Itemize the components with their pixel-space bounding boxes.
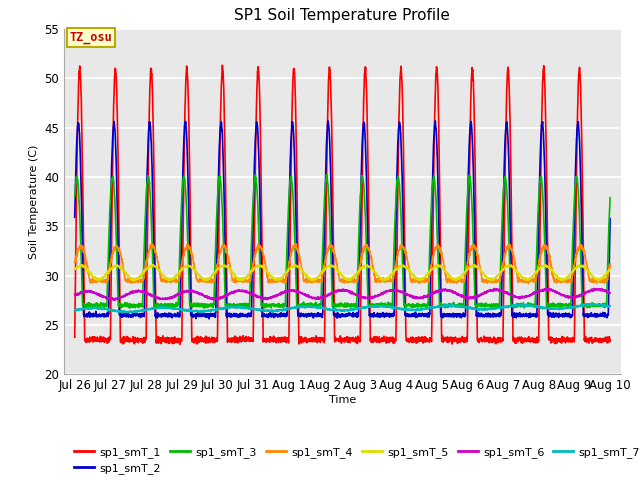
sp1_smT_7 bbox=[588, 300, 596, 306]
sp1_smT_7 bbox=[538, 306, 546, 312]
sp1_smT_2 bbox=[164, 312, 172, 318]
sp1_smT_6 bbox=[596, 286, 604, 292]
sp1_smT_7 bbox=[71, 307, 79, 313]
sp1_smT_1 bbox=[596, 335, 604, 341]
Line: sp1_smT_7: sp1_smT_7 bbox=[75, 303, 610, 312]
sp1_smT_1 bbox=[71, 335, 79, 340]
sp1_smT_1 bbox=[606, 337, 614, 343]
Line: sp1_smT_4: sp1_smT_4 bbox=[75, 244, 610, 284]
sp1_smT_7 bbox=[596, 302, 604, 308]
sp1_smT_3 bbox=[300, 302, 307, 308]
sp1_smT_4 bbox=[292, 241, 300, 247]
sp1_smT_5 bbox=[164, 275, 172, 281]
sp1_smT_3 bbox=[606, 195, 614, 201]
Line: sp1_smT_5: sp1_smT_5 bbox=[75, 264, 610, 281]
Line: sp1_smT_1: sp1_smT_1 bbox=[75, 65, 610, 344]
sp1_smT_2 bbox=[276, 311, 284, 316]
sp1_smT_6 bbox=[276, 290, 284, 296]
sp1_smT_5 bbox=[538, 264, 546, 269]
sp1_smT_6 bbox=[71, 291, 79, 297]
sp1_smT_4 bbox=[71, 260, 79, 265]
sp1_smT_6 bbox=[490, 286, 498, 291]
sp1_smT_4 bbox=[164, 276, 172, 282]
sp1_smT_1 bbox=[300, 336, 307, 341]
Line: sp1_smT_6: sp1_smT_6 bbox=[75, 288, 610, 300]
sp1_smT_7 bbox=[276, 307, 284, 312]
sp1_smT_2 bbox=[132, 312, 140, 318]
Y-axis label: Soil Temperature (C): Soil Temperature (C) bbox=[29, 144, 38, 259]
Title: SP1 Soil Temperature Profile: SP1 Soil Temperature Profile bbox=[234, 9, 451, 24]
sp1_smT_3 bbox=[596, 303, 604, 309]
sp1_smT_5 bbox=[300, 270, 307, 276]
sp1_smT_6 bbox=[300, 291, 307, 297]
Line: sp1_smT_3: sp1_smT_3 bbox=[75, 175, 610, 308]
sp1_smT_6 bbox=[538, 288, 546, 294]
sp1_smT_3 bbox=[164, 301, 172, 307]
sp1_smT_2 bbox=[71, 215, 79, 220]
sp1_smT_5 bbox=[596, 277, 604, 283]
sp1_smT_4 bbox=[606, 261, 614, 266]
sp1_smT_2 bbox=[205, 316, 212, 322]
sp1_smT_2 bbox=[300, 311, 307, 317]
sp1_smT_6 bbox=[606, 290, 614, 296]
sp1_smT_6 bbox=[164, 295, 172, 301]
sp1_smT_3 bbox=[538, 183, 546, 189]
sp1_smT_5 bbox=[606, 266, 614, 272]
sp1_smT_7 bbox=[606, 303, 614, 309]
sp1_smT_7 bbox=[164, 305, 172, 311]
sp1_smT_6 bbox=[132, 288, 140, 294]
sp1_smT_1 bbox=[538, 93, 546, 98]
sp1_smT_7 bbox=[120, 310, 127, 315]
Text: TZ_osu: TZ_osu bbox=[70, 31, 112, 44]
sp1_smT_4 bbox=[525, 281, 532, 287]
sp1_smT_5 bbox=[433, 262, 441, 267]
Legend: sp1_smT_1, sp1_smT_2, sp1_smT_3, sp1_smT_4, sp1_smT_5, sp1_smT_6, sp1_smT_7: sp1_smT_1, sp1_smT_2, sp1_smT_3, sp1_smT… bbox=[70, 442, 640, 479]
sp1_smT_2 bbox=[538, 120, 546, 126]
sp1_smT_2 bbox=[431, 118, 439, 124]
sp1_smT_3 bbox=[276, 303, 284, 309]
sp1_smT_4 bbox=[596, 277, 604, 283]
sp1_smT_7 bbox=[300, 303, 307, 309]
sp1_smT_4 bbox=[276, 277, 284, 283]
sp1_smT_5 bbox=[132, 277, 140, 283]
sp1_smT_3 bbox=[71, 193, 79, 199]
sp1_smT_2 bbox=[606, 216, 614, 221]
sp1_smT_3 bbox=[201, 305, 209, 311]
sp1_smT_1 bbox=[276, 336, 284, 342]
sp1_smT_3 bbox=[323, 172, 330, 178]
sp1_smT_6 bbox=[111, 298, 118, 303]
sp1_smT_1 bbox=[164, 337, 172, 343]
sp1_smT_2 bbox=[596, 313, 604, 319]
sp1_smT_5 bbox=[71, 266, 79, 272]
sp1_smT_5 bbox=[130, 278, 138, 284]
sp1_smT_4 bbox=[132, 277, 140, 283]
sp1_smT_3 bbox=[132, 303, 140, 309]
sp1_smT_4 bbox=[300, 277, 307, 283]
sp1_smT_1 bbox=[176, 341, 184, 347]
Line: sp1_smT_2: sp1_smT_2 bbox=[75, 121, 610, 319]
X-axis label: Time: Time bbox=[329, 395, 356, 405]
sp1_smT_1 bbox=[218, 62, 226, 68]
sp1_smT_4 bbox=[538, 249, 546, 255]
sp1_smT_5 bbox=[276, 276, 284, 281]
sp1_smT_7 bbox=[132, 309, 140, 314]
sp1_smT_1 bbox=[132, 338, 140, 344]
